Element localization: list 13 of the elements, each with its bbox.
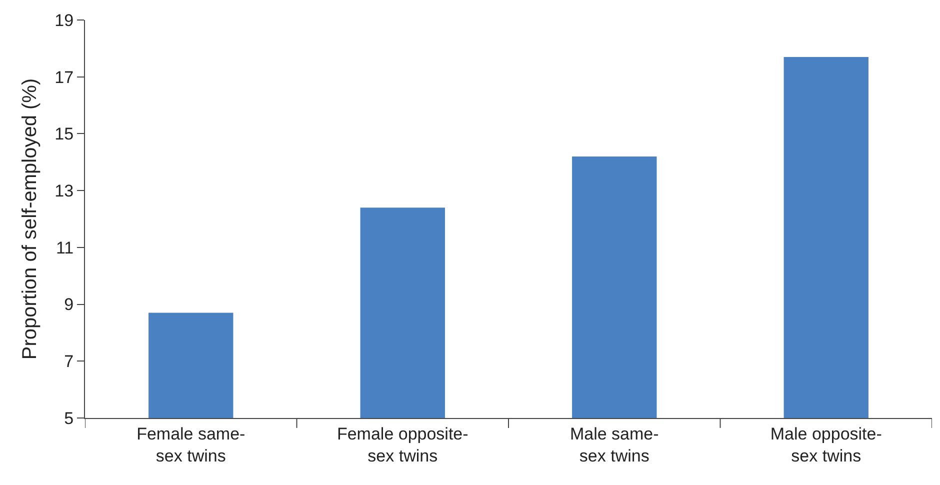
y-tick-label: 9 — [64, 295, 74, 314]
y-tick-label: 13 — [54, 182, 74, 201]
x-tick-label: Female same- sex twins — [136, 424, 246, 466]
y-tick-label: 17 — [54, 68, 74, 87]
y-tick-label: 19 — [54, 10, 74, 30]
y-tick-label: 7 — [64, 352, 74, 372]
y-tick-label: 15 — [54, 124, 74, 144]
x-tick-label: Male opposite- sex twins — [770, 424, 882, 466]
y-tick-label: 11 — [56, 238, 74, 258]
x-tick-label: Female opposite- sex twins — [336, 424, 468, 466]
y-axis-title: Proportion of self-employed (%) — [19, 78, 42, 360]
y-tick-label: 5 — [64, 408, 74, 428]
x-tick-label: Male same- sex twins — [570, 424, 659, 466]
